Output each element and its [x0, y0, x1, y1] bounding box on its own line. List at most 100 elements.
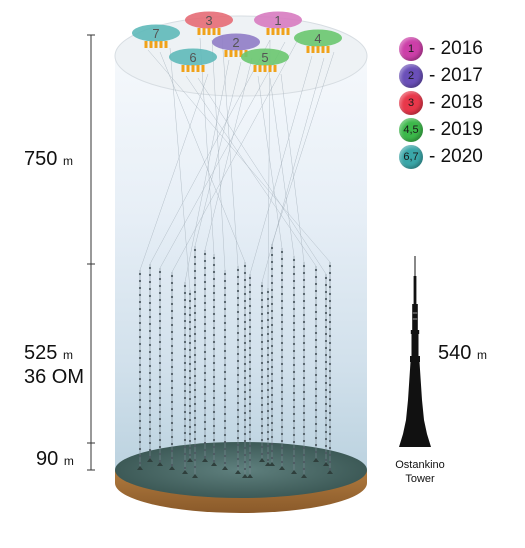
optical-module: [223, 335, 227, 339]
optical-module: [243, 306, 247, 310]
optical-module: [314, 394, 318, 398]
optical-module: [158, 270, 162, 274]
optical-module: [203, 413, 207, 417]
buoy: [316, 46, 320, 53]
optical-module: [314, 282, 318, 286]
optical-module: [270, 323, 274, 327]
optical-module: [212, 354, 216, 358]
detector-string: [247, 55, 313, 478]
optical-module: [270, 330, 274, 334]
buoy: [164, 41, 168, 48]
optical-module: [148, 385, 152, 389]
optical-module: [193, 283, 197, 287]
optical-module: [243, 341, 247, 345]
cluster-5: 5: [241, 48, 289, 72]
detector-string: [197, 77, 329, 466]
optical-module: [302, 467, 306, 471]
optical-module: [314, 275, 318, 279]
optical-module: [260, 389, 264, 393]
optical-module: [193, 416, 197, 420]
optical-module: [183, 340, 187, 344]
optical-module: [193, 360, 197, 364]
optical-module: [170, 449, 174, 453]
optical-module: [158, 326, 162, 330]
detector-string: [192, 61, 242, 478]
optical-module: [203, 357, 207, 361]
optical-module: [183, 424, 187, 428]
depth-value-middle: 525: [24, 342, 58, 364]
optical-module: [302, 264, 306, 268]
optical-module: [148, 413, 152, 417]
optical-module: [158, 368, 162, 372]
optical-module: [270, 358, 274, 362]
optical-module: [292, 419, 296, 423]
optical-module: [280, 432, 284, 436]
optical-module: [292, 335, 296, 339]
optical-module: [324, 346, 328, 350]
optical-module: [270, 435, 274, 439]
optical-module: [270, 309, 274, 313]
optical-module: [292, 293, 296, 297]
optical-module: [248, 283, 252, 287]
optical-module: [138, 272, 142, 276]
optical-module: [148, 371, 152, 375]
tower-height-unit: m: [476, 348, 487, 362]
optical-module: [302, 460, 306, 464]
optical-module: [193, 248, 197, 252]
cluster-number: 6: [189, 50, 196, 65]
optical-module: [193, 395, 197, 399]
anchor: [301, 474, 307, 478]
optical-module: [170, 456, 174, 460]
optical-module: [324, 402, 328, 406]
optical-module: [138, 279, 142, 283]
optical-module: [138, 398, 142, 402]
buoy: [311, 46, 315, 53]
anchor: [269, 462, 275, 466]
optical-module: [328, 271, 332, 275]
depth-value-upper: 750: [24, 148, 58, 170]
optical-module: [203, 455, 207, 459]
cluster-7: 7: [132, 24, 180, 48]
optical-module: [203, 350, 207, 354]
optical-module: [302, 425, 306, 429]
buoy: [144, 41, 148, 48]
optical-module: [248, 409, 252, 413]
optical-module: [170, 400, 174, 404]
cluster-4: 4: [294, 29, 342, 53]
optical-module: [270, 260, 274, 264]
buoy: [263, 65, 267, 72]
optical-module: [236, 338, 240, 342]
optical-module: [138, 412, 142, 416]
optical-module: [212, 284, 216, 288]
detector-string: [159, 51, 248, 478]
optical-module: [314, 387, 318, 391]
optical-module: [203, 399, 207, 403]
optical-module: [280, 334, 284, 338]
optical-module: [223, 412, 227, 416]
optical-module: [248, 290, 252, 294]
optical-module: [324, 339, 328, 343]
optical-module: [223, 328, 227, 332]
optical-module: [148, 434, 152, 438]
detector-string: [269, 51, 335, 466]
optical-module: [138, 391, 142, 395]
optical-module: [260, 445, 264, 449]
optical-module: [188, 292, 192, 296]
optical-module: [248, 451, 252, 455]
optical-module: [328, 439, 332, 443]
optical-module: [170, 330, 174, 334]
optical-module: [280, 446, 284, 450]
buoy: [196, 65, 200, 72]
optical-module: [248, 437, 252, 441]
optical-module: [314, 450, 318, 454]
optical-module: [280, 376, 284, 380]
optical-module: [270, 281, 274, 285]
optical-module: [248, 465, 252, 469]
optical-module: [193, 388, 197, 392]
optical-module: [266, 395, 270, 399]
legend-year-2020: - 2020: [429, 146, 483, 167]
optical-module: [302, 299, 306, 303]
optical-module: [188, 327, 192, 331]
optical-module: [243, 355, 247, 359]
optical-module: [328, 404, 332, 408]
